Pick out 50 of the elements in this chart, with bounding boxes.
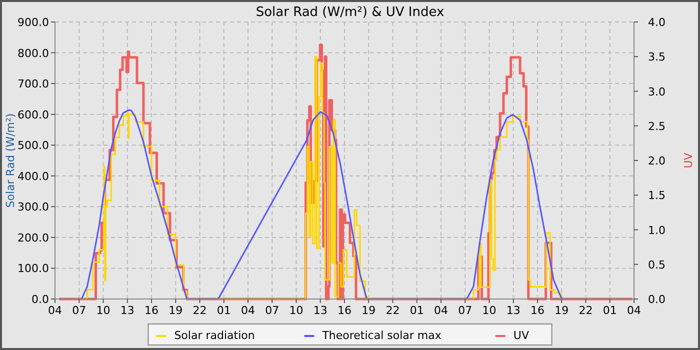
x-tick-label: 13 — [313, 304, 328, 317]
x-tick-label: 10 — [96, 304, 110, 317]
x-tick-label: 16 — [530, 304, 544, 317]
x-tick-label: 22 — [578, 304, 593, 317]
x-tick-label: 10 — [289, 304, 304, 317]
x-tick-label: 22 — [192, 304, 207, 317]
x-tick-label: 07 — [72, 304, 86, 317]
x-tick-label: 07 — [265, 304, 280, 317]
x-tick-label: 01 — [410, 304, 424, 317]
x-tick-label: 13 — [506, 304, 520, 317]
y2-tick-label: 1.5 — [648, 189, 666, 202]
x-tick-label: 04 — [241, 304, 255, 317]
y2-tick-label: 2.0 — [648, 154, 666, 168]
x-tick-label: 04 — [434, 304, 448, 317]
y-axis-title: Solar Rad (W/m²) — [4, 113, 17, 208]
y2-tick-label: 1.0 — [648, 224, 666, 237]
x-tick-label: 19 — [168, 304, 183, 317]
x-tick-label: 04 — [48, 304, 62, 317]
y2-tick-label: 3.5 — [648, 50, 666, 64]
y-tick-label: 800.0 — [18, 46, 49, 60]
y2-tick-label: 4.0 — [648, 16, 666, 29]
x-tick-label: 16 — [338, 304, 352, 317]
x-tick-label: 19 — [554, 304, 569, 317]
legend-label: Theoretical solar max — [321, 329, 442, 342]
legend-label: Solar radiation — [174, 329, 255, 342]
y2-tick-label: 3.0 — [648, 85, 666, 98]
x-tick-label: 01 — [602, 304, 617, 317]
x-tick-label: 22 — [386, 304, 400, 317]
x-tick-label: 19 — [362, 304, 376, 317]
x-tick-label: 07 — [458, 304, 472, 317]
x-tick-label: 13 — [120, 304, 134, 317]
y-tick-label: 600.0 — [18, 108, 49, 122]
x-tick-label: 10 — [482, 304, 496, 317]
y-tick-label: 0.0 — [32, 293, 49, 306]
y-tick-label: 400.0 — [18, 170, 49, 183]
x-tick-label: 04 — [627, 304, 641, 317]
y-tick-label: 700.0 — [18, 78, 49, 91]
x-tick-label: 01 — [216, 304, 231, 317]
y2-axis-title: UV — [682, 152, 695, 168]
y2-tick-label: 2.5 — [648, 120, 666, 133]
y-tick-label: 500.0 — [18, 139, 49, 152]
y2-tick-label: 0.0 — [648, 293, 666, 306]
chart-title: Solar Rad (W/m²) & UV Index — [256, 5, 444, 20]
x-tick-label: 16 — [144, 304, 158, 317]
y-tick-label: 200.0 — [18, 231, 49, 244]
y-tick-label: 900.0 — [18, 16, 49, 29]
y-tick-label: 300.0 — [18, 200, 49, 214]
y-tick-label: 100.0 — [18, 262, 49, 276]
y2-tick-label: 0.5 — [648, 258, 666, 272]
legend-label: UV — [513, 329, 530, 342]
